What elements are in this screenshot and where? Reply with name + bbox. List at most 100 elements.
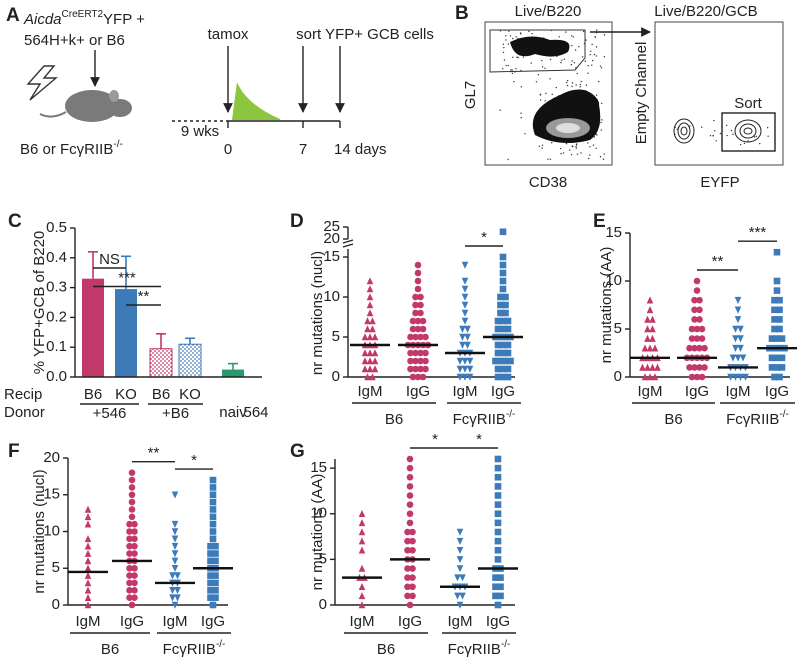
event bbox=[549, 58, 552, 61]
panel-letter: B bbox=[455, 3, 469, 24]
point bbox=[171, 535, 179, 543]
point bbox=[737, 373, 744, 381]
point bbox=[461, 293, 469, 301]
point bbox=[641, 373, 649, 381]
axis-label: EYFP bbox=[700, 174, 739, 191]
event bbox=[507, 43, 510, 45]
point bbox=[771, 373, 778, 381]
x-tick-label: 564 bbox=[243, 404, 268, 421]
gate bbox=[489, 29, 586, 73]
plot-title: Live/B220 bbox=[515, 3, 582, 20]
population bbox=[510, 36, 570, 57]
x-tick-label: KO bbox=[179, 386, 201, 403]
event bbox=[603, 56, 606, 58]
point bbox=[422, 365, 429, 373]
point bbox=[497, 301, 504, 309]
event bbox=[743, 142, 746, 145]
point bbox=[466, 373, 474, 381]
point bbox=[494, 510, 502, 518]
axis-label: nr mutations (nucl) bbox=[309, 251, 326, 375]
event bbox=[589, 54, 591, 56]
point bbox=[456, 556, 464, 564]
point bbox=[456, 601, 464, 609]
point bbox=[404, 592, 411, 600]
event bbox=[505, 64, 507, 67]
event bbox=[575, 144, 578, 146]
point bbox=[407, 333, 414, 341]
point bbox=[732, 325, 739, 333]
event bbox=[569, 149, 571, 151]
event bbox=[759, 142, 761, 145]
point bbox=[126, 564, 133, 572]
event bbox=[545, 92, 547, 95]
event bbox=[512, 37, 514, 40]
group-label: FcγRIIB-/- bbox=[726, 409, 789, 428]
event bbox=[579, 86, 581, 88]
point bbox=[419, 317, 427, 325]
event bbox=[571, 85, 573, 88]
event bbox=[580, 152, 582, 154]
x-tick-label: IgM bbox=[452, 383, 477, 400]
point bbox=[366, 365, 374, 373]
point bbox=[732, 335, 739, 343]
event bbox=[574, 49, 577, 51]
point bbox=[414, 261, 422, 269]
point bbox=[358, 592, 366, 600]
point bbox=[497, 583, 504, 591]
point bbox=[414, 269, 422, 277]
panel-letter: C bbox=[8, 211, 22, 232]
point bbox=[456, 528, 464, 536]
y-tick-label: 0.3 bbox=[46, 279, 67, 296]
event bbox=[713, 119, 715, 122]
point bbox=[414, 373, 422, 381]
point bbox=[126, 550, 133, 557]
event bbox=[591, 43, 593, 46]
point bbox=[361, 333, 369, 341]
y-tick-label: 15 bbox=[323, 248, 340, 265]
event bbox=[600, 67, 603, 69]
significance-label: * bbox=[432, 431, 438, 448]
point bbox=[366, 277, 374, 285]
event bbox=[535, 81, 538, 83]
event bbox=[726, 124, 728, 127]
point bbox=[212, 572, 219, 579]
point bbox=[409, 546, 416, 554]
point bbox=[456, 537, 464, 545]
point bbox=[404, 574, 411, 581]
panel-letter: E bbox=[593, 211, 606, 232]
point bbox=[499, 261, 507, 269]
point bbox=[771, 296, 778, 304]
point bbox=[732, 373, 739, 381]
point bbox=[126, 542, 133, 550]
event bbox=[503, 46, 505, 49]
event bbox=[584, 60, 587, 62]
y-tick-label: 0 bbox=[52, 596, 60, 613]
point bbox=[84, 520, 92, 528]
point bbox=[131, 520, 138, 528]
axis-break bbox=[342, 239, 354, 244]
event bbox=[602, 158, 605, 160]
point bbox=[459, 333, 466, 341]
group-name: B6 bbox=[377, 641, 395, 658]
point bbox=[696, 306, 703, 314]
point bbox=[494, 537, 502, 545]
lightning bbox=[26, 65, 58, 101]
group-name: FcγRIIB bbox=[448, 641, 501, 658]
group-sup: -/- bbox=[779, 409, 788, 420]
x-tick-label: IgG bbox=[201, 613, 225, 630]
point bbox=[409, 574, 416, 581]
point bbox=[131, 528, 138, 535]
event bbox=[517, 56, 519, 59]
axis-label: nr mutations (AA) bbox=[598, 247, 615, 364]
point bbox=[739, 354, 747, 362]
point bbox=[417, 349, 424, 357]
x-tick-label: IgM bbox=[349, 613, 374, 630]
axis-label: Empty Channel bbox=[633, 42, 650, 145]
point bbox=[171, 601, 179, 609]
significance-label: *** bbox=[118, 269, 136, 286]
y-tick-label: 15 bbox=[310, 459, 327, 476]
genotype: AicdaCreERT2YFP + bbox=[23, 9, 145, 28]
event bbox=[570, 63, 573, 66]
point bbox=[131, 579, 138, 587]
point bbox=[494, 365, 502, 373]
